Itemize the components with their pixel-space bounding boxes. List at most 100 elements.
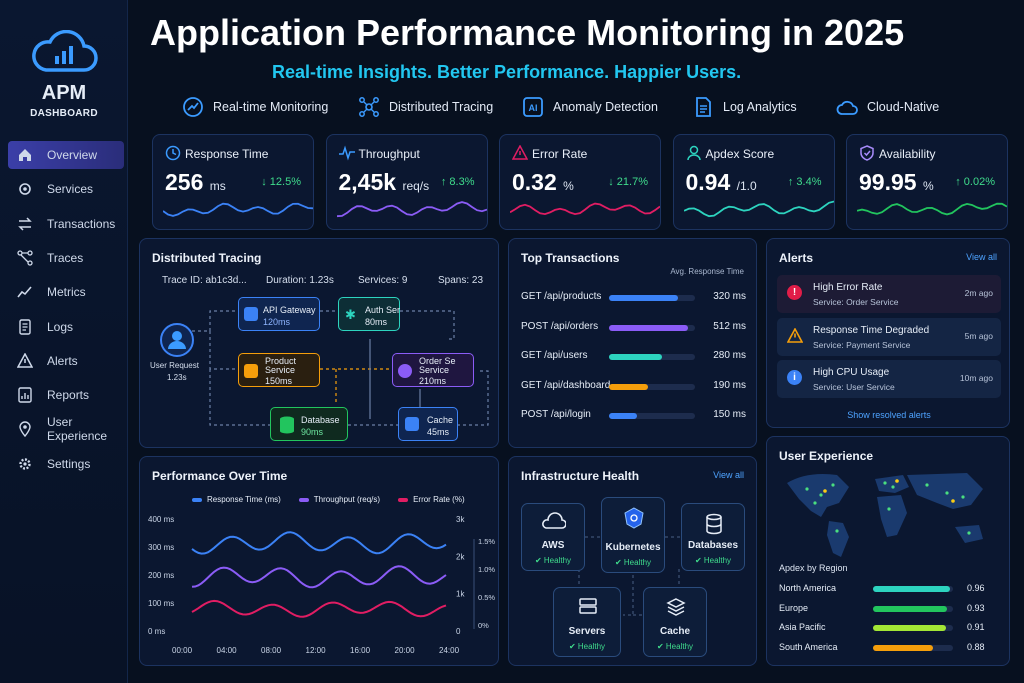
sidebar-item-services[interactable]: Services <box>8 175 124 203</box>
panel-title: Infrastructure Health <box>521 469 640 483</box>
region-row: Asia Pacific 0.91 <box>779 622 999 634</box>
region-name: Asia Pacific <box>779 622 826 633</box>
y-tick-right: 0% <box>478 621 489 630</box>
kpi-value: 0.94 <box>685 169 731 195</box>
sidebar-item-traces[interactable]: Traces <box>8 244 124 272</box>
infra-node-kubernetes[interactable]: Kubernetes ✔ Healthy <box>601 497 665 573</box>
feature-distributed-tracing: Distributed Tracing <box>358 92 493 122</box>
kpi-value: 2,45k <box>338 169 397 195</box>
alert-item[interactable]: Response Time Degraded Service: Payment … <box>777 317 1001 356</box>
world-map-icon <box>787 473 983 557</box>
trace-node-cache[interactable]: Cache 45ms <box>398 407 458 441</box>
transaction-value: 320 ms <box>713 291 746 302</box>
feature-label: Cloud-Native <box>867 100 940 114</box>
infra-node-databases[interactable]: Databases ✔ Healthy <box>681 503 745 571</box>
kubernetes-icon <box>624 507 644 529</box>
location-pin-icon <box>19 421 31 438</box>
x-tick: 08:00 <box>261 646 282 655</box>
sidebar-item-settings[interactable]: Settings <box>8 450 124 478</box>
home-icon <box>19 149 31 161</box>
user-request-time: 1.23s <box>167 373 187 382</box>
error-icon: ! <box>787 285 802 300</box>
trace-node-database[interactable]: Database 90ms <box>270 407 348 441</box>
kpi-value-wrap: 256 ms <box>165 169 226 196</box>
infra-node-name: Cache <box>659 626 690 637</box>
trace-id: Trace ID: ab1c3d... <box>162 275 247 286</box>
pulse-icon <box>338 145 355 161</box>
legend-label: Throughput (req/s) <box>313 495 381 504</box>
trace-node-product-service[interactable]: Product Service 150ms <box>238 353 320 387</box>
sidebar-item-transactions[interactable]: Transactions <box>8 210 124 238</box>
y-tick-right: 1.5% <box>478 537 495 546</box>
kpi-card-availability[interactable]: Availability 99.95 % ↑ 0.02% <box>846 134 1008 230</box>
infra-node-status: ✔ Healthy <box>656 642 694 651</box>
node-time: 80ms <box>365 317 388 327</box>
series-line-0 <box>191 531 447 555</box>
y-tick-left: 200 ms <box>148 571 174 580</box>
brand-subtitle: DASHBOARD <box>30 108 98 119</box>
transaction-row[interactable]: POST /api/login 150 ms <box>521 409 746 423</box>
sidebar-item-logs[interactable]: Logs <box>8 313 124 341</box>
alert-time: 10m ago <box>959 373 993 383</box>
sidebar-item-user-experience[interactable]: User Experience <box>8 415 124 443</box>
transaction-row[interactable]: POST /api/orders 512 ms <box>521 321 746 335</box>
kpi-card-response-time[interactable]: Response Time 256 ms ↓ 12.5% <box>152 134 314 230</box>
infra-node-servers[interactable]: Servers ✔ Healthy <box>553 587 621 657</box>
feature-cloud-native: Cloud-Native <box>836 92 939 122</box>
ai-chip-icon: AI <box>523 97 543 117</box>
kpi-label: Error Rate <box>532 147 588 161</box>
alerts-view-all-link[interactable]: View all <box>966 252 997 262</box>
feature-label: Distributed Tracing <box>389 100 494 114</box>
kpi-card-apdex-score[interactable]: Apdex Score 0.94 /1.0 ↑ 3.4% <box>672 134 835 230</box>
infra-node-cache[interactable]: Cache ✔ Healthy <box>643 587 707 657</box>
feature-anomaly-detection: AI Anomaly Detection <box>522 92 658 122</box>
alert-service: Service: User Service <box>813 382 895 392</box>
trace-node-api-gateway[interactable]: API Gateway 120ms <box>238 297 320 331</box>
alert-item[interactable]: ! High Error Rate Service: Order Service… <box>777 275 1001 313</box>
kpi-value-wrap: 0.94 /1.0 <box>686 169 757 196</box>
panel-title: Distributed Tracing <box>152 251 262 265</box>
page-title: Application Performance Monitoring in 20… <box>150 12 905 53</box>
transaction-row[interactable]: GET /api/dashboard 190 ms <box>521 380 746 394</box>
kpi-card-error-rate[interactable]: Error Rate 0.32 % ↓ 21.7% <box>499 134 661 230</box>
sidebar-item-metrics[interactable]: Metrics <box>8 278 124 306</box>
kpi-unit: req/s <box>402 179 430 193</box>
infra-node-aws[interactable]: AWS ✔ Healthy <box>521 503 585 571</box>
kpi-card-throughput[interactable]: Throughput 2,45k req/s ↑ 8.3% <box>325 134 488 230</box>
alert-icon <box>17 352 33 368</box>
kpi-value-wrap: 0.32 % <box>512 169 574 196</box>
infra-view-all-link[interactable]: View all <box>713 470 744 480</box>
user-icon <box>160 323 194 357</box>
performance-chart: 400 ms 300 ms 200 ms 100 ms 0 ms 3k 2k 1k 0 1.5% 1… <box>148 515 495 655</box>
region-name: Europe <box>779 602 809 613</box>
alert-item[interactable]: i High CPU Usage Service: User Service 1… <box>777 360 1001 398</box>
sidebar-item-overview[interactable]: Overview <box>8 141 124 169</box>
alert-time: 5m ago <box>964 330 993 341</box>
trace-node-order-service[interactable]: Order Se Service 210ms <box>392 353 474 387</box>
trace-node-auth-service[interactable]: ✱ Auth Ser 80ms <box>338 297 400 331</box>
region-row: South America 0.88 <box>779 642 999 654</box>
sidebar-item-label: Overview <box>47 148 98 162</box>
sidebar-item-label: Settings <box>47 456 91 471</box>
database-icon <box>706 513 722 535</box>
region-name: South America <box>779 642 838 653</box>
sidebar-item-label: Traces <box>47 250 84 265</box>
feature-log-analytics: Log Analytics <box>692 92 797 122</box>
transaction-row[interactable]: GET /api/users 280 ms <box>521 350 746 364</box>
trace-connectors <box>192 310 489 426</box>
transaction-row[interactable]: GET /api/products 320 ms <box>521 291 746 305</box>
sidebar-item-reports[interactable]: Reports <box>8 381 124 409</box>
transaction-value: 150 ms <box>713 409 746 420</box>
show-resolved-alerts-link[interactable]: Show resolved alerts <box>847 410 931 420</box>
legend-item: Response Time (ms) <box>192 495 281 504</box>
transaction-value: 280 ms <box>713 350 746 361</box>
transaction-bar <box>609 383 695 390</box>
y-tick-middle: 0 <box>456 627 461 636</box>
transaction-name: POST /api/orders <box>521 320 599 332</box>
user-request-label: User Request <box>150 361 199 370</box>
sidebar-item-alerts[interactable]: Alerts <box>8 347 124 375</box>
infra-node-name: Servers <box>568 626 606 637</box>
region-value: 0.88 <box>967 642 985 653</box>
info-icon: i <box>787 370 802 385</box>
region-value: 0.93 <box>967 602 985 613</box>
